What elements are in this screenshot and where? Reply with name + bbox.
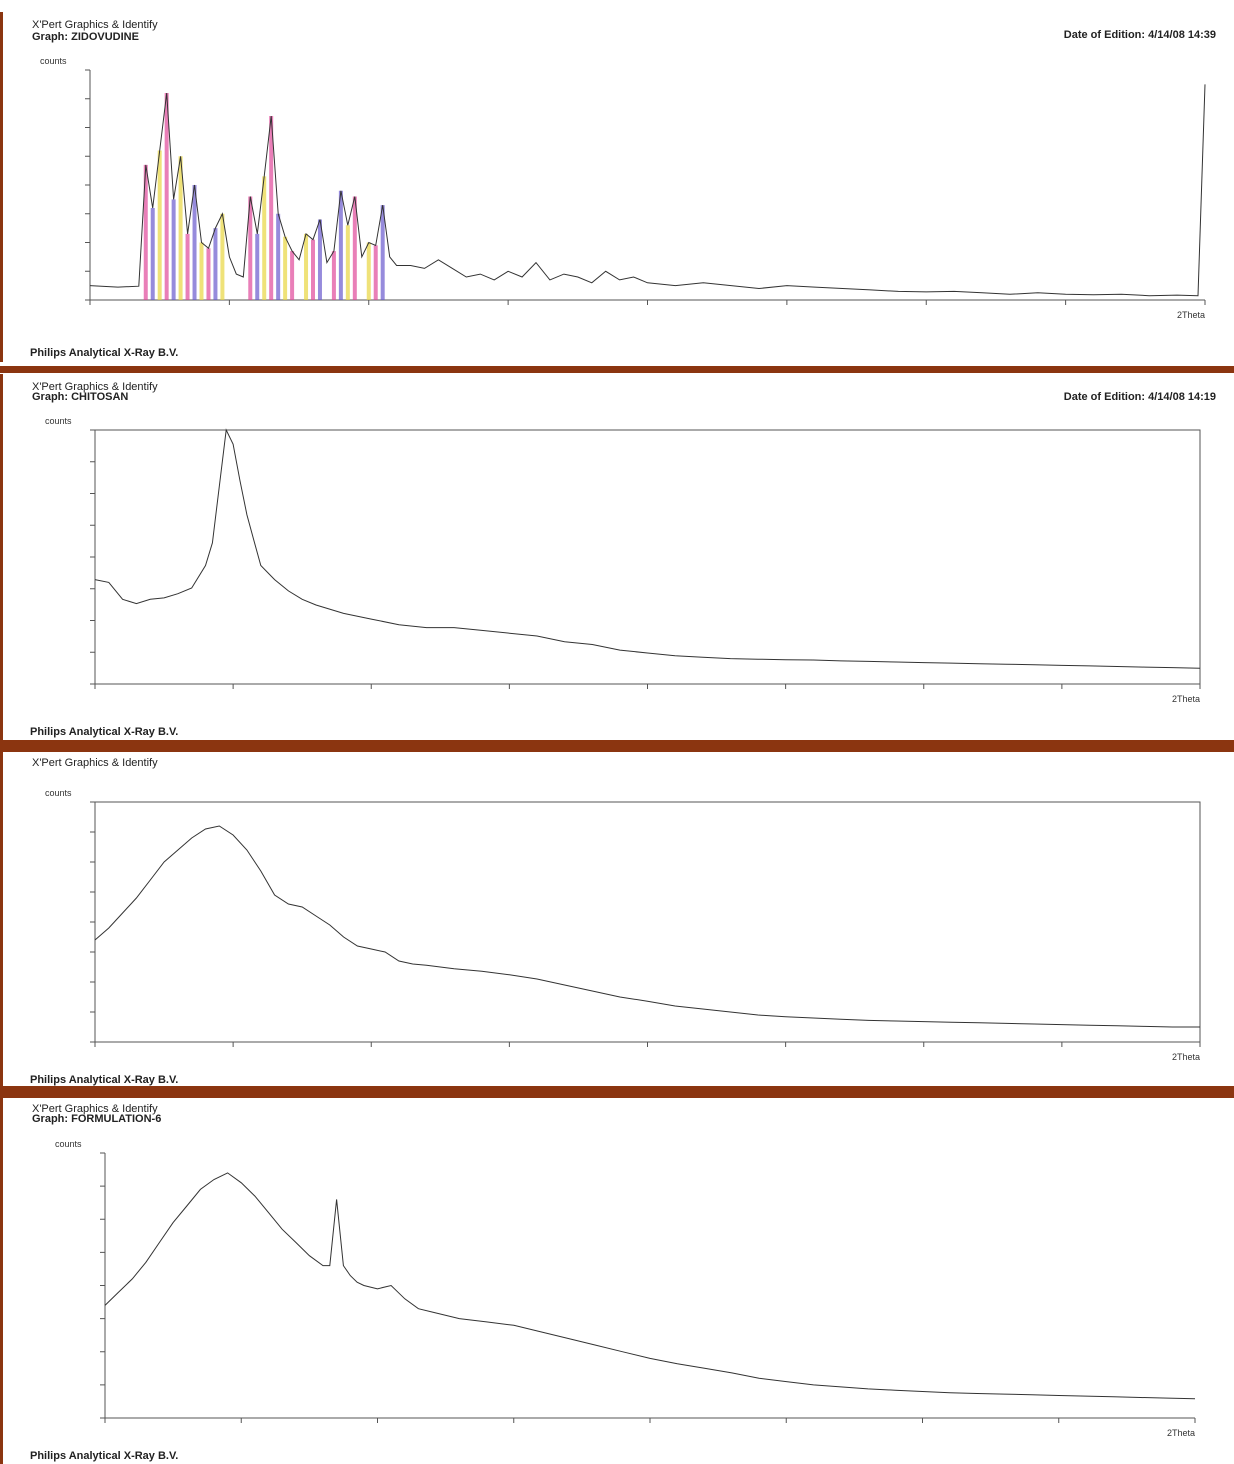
diffraction-trace: [94, 428, 1201, 669]
reference-peak-bar: [373, 245, 378, 300]
reference-peak-bar: [199, 242, 204, 300]
xrd-panel-zidovudine: X'Pert Graphics & Identify Graph: ZIDOVU…: [0, 12, 1234, 362]
xrd-panel-formulation-6: X'Pert Graphics & Identify Graph: FORMUL…: [0, 1098, 1234, 1464]
app-title: X'Pert Graphics & Identify: [32, 1103, 158, 1115]
reference-peak-bar: [185, 233, 190, 300]
app-title: X'Pert Graphics & Identify: [32, 19, 158, 31]
reference-peak-bar: [157, 150, 162, 300]
diffraction-trace: [89, 84, 1206, 297]
y-axis-label: counts: [40, 56, 67, 66]
footer-brand: Philips Analytical X-Ray B.V.: [30, 1074, 179, 1086]
reference-peak-bar: [290, 251, 295, 300]
date-of-edition: Date of Edition: 4/14/08 14:39: [1063, 29, 1216, 41]
footer-brand: Philips Analytical X-Ray B.V.: [30, 726, 179, 738]
app-title: X'Pert Graphics & Identify: [32, 757, 158, 769]
x-axis-unit-label: 2Theta: [1167, 1428, 1195, 1438]
reference-peak-bar: [164, 93, 169, 300]
reference-peak-bar: [192, 185, 197, 300]
date-of-edition: Date of Edition: 4/14/08 14:19: [1063, 391, 1216, 403]
xrd-chart-formulation-6: counts 2Theta: [55, 1139, 1196, 1438]
panel-border: [0, 12, 3, 362]
y-axis-label: counts: [45, 788, 72, 798]
reference-peak-bar: [262, 176, 267, 300]
xrd-chart-zidovudine: counts 2Theta: [40, 56, 1206, 320]
reference-peak-bar: [248, 196, 253, 300]
plot-frame: [94, 429, 1201, 685]
reference-peak-bar: [338, 190, 343, 300]
y-axis-label: counts: [55, 1139, 82, 1149]
xrd-chart-3: counts 2Theta: [45, 788, 1201, 1062]
reference-peak-bar: [345, 225, 350, 300]
graph-label: Graph: CHITOSAN: [32, 391, 129, 403]
x-axis-unit-label: 2Theta: [1172, 694, 1200, 704]
xrd-panel-3: X'Pert Graphics & Identify counts 2Theta …: [0, 752, 1234, 1086]
reference-peak-bar: [311, 239, 315, 300]
reference-peak-bar: [352, 196, 357, 300]
footer-brand: Philips Analytical X-Ray B.V.: [30, 1450, 179, 1462]
graph-label: Graph: FORMULATION-6: [32, 1113, 162, 1125]
reference-peak-bar: [255, 233, 260, 300]
reference-peak-bar: [178, 156, 183, 300]
x-axis-unit-label: 2Theta: [1172, 1052, 1200, 1062]
reference-peak-bar: [366, 242, 371, 300]
reference-peak-bar: [317, 219, 322, 300]
reference-peak-bar: [331, 251, 336, 300]
app-title: X'Pert Graphics & Identify: [32, 381, 158, 393]
reference-peak-bar: [276, 213, 281, 300]
xrd-panel-chitosan: X'Pert Graphics & Identify Graph: CHITOS…: [0, 374, 1234, 740]
footer-brand: Philips Analytical X-Ray B.V.: [30, 347, 179, 359]
y-axis-label: counts: [45, 416, 72, 426]
diffraction-trace: [104, 1172, 1196, 1400]
reference-peak-bar: [143, 164, 148, 300]
panel-separator: [0, 366, 1234, 373]
reference-peak-bar: [269, 116, 274, 300]
reference-peak-bar: [206, 248, 211, 300]
diffraction-trace: [94, 825, 1200, 1028]
panel-border: [0, 752, 3, 1086]
panel-border: [0, 1098, 3, 1464]
graph-label: Graph: ZIDOVUDINE: [32, 31, 139, 43]
panel-border: [0, 374, 3, 740]
reference-peak-bar: [304, 233, 309, 300]
panel-separator: [0, 1086, 1234, 1098]
reference-peak-bar: [220, 213, 225, 300]
plot-frame: [94, 801, 1201, 1043]
reference-peak-bar: [213, 228, 218, 300]
reference-peak-bar: [171, 199, 176, 300]
x-axis-unit-label: 2Theta: [1177, 310, 1205, 320]
xrd-chart-chitosan: counts 2Theta: [45, 416, 1201, 704]
reference-peak-bar: [150, 208, 155, 300]
reference-peak-bar: [380, 205, 385, 300]
panel-separator: [0, 740, 1234, 752]
reference-peak-bar: [283, 236, 288, 300]
